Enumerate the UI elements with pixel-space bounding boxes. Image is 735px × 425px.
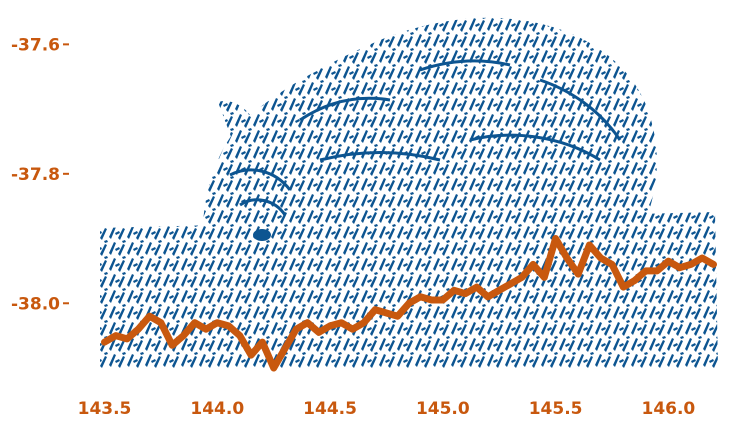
y-axis: -37.6 -37.8 -38.0 (11, 35, 69, 314)
series-line (101, 235, 717, 372)
wombat-eye (253, 229, 271, 241)
x-tick-label: 145.0 (416, 399, 470, 419)
x-tick-label: 143.5 (78, 399, 132, 419)
x-tick-label: 145.5 (529, 399, 583, 419)
y-tick-label: -38.0 (11, 294, 60, 314)
x-axis: 143.5 144.0 144.5 145.0 145.5 146.0 (78, 399, 696, 419)
y-tick-label: -37.6 (11, 35, 60, 55)
wombat-background-image (100, 17, 718, 368)
y-tick-label: -37.8 (11, 165, 60, 185)
series-layer (101, 235, 717, 372)
x-tick-label: 146.0 (641, 399, 695, 419)
x-tick-label: 144.5 (303, 399, 357, 419)
x-tick-label: 144.0 (190, 399, 244, 419)
